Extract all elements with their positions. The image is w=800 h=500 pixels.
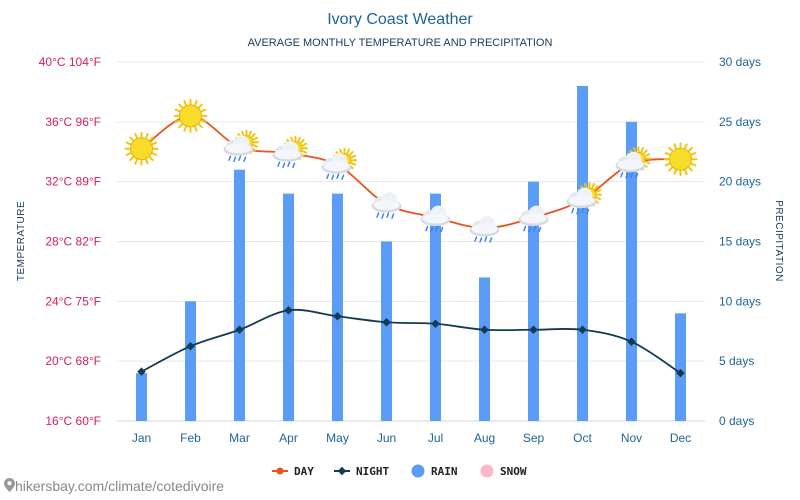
y-right-tick-label: 10 days: [719, 294, 761, 308]
rain-bar: [185, 301, 196, 421]
x-tick-label: Oct: [573, 431, 592, 445]
night-point: [480, 325, 489, 334]
legend-item-night[interactable]: NIGHT: [334, 465, 389, 478]
cloud-rain-icon: [518, 205, 549, 233]
source-text: hikersbay.com/climate/cotedivoire: [15, 478, 225, 494]
y-left-tick-label: 40°C 104°F: [39, 55, 101, 69]
x-axis: Jan Feb Mar Apr May Jun Jul Aug Sep Oct Nov Dec: [132, 431, 691, 445]
night-point: [382, 318, 391, 327]
rain-bar: [381, 241, 392, 421]
rain-bar: [626, 121, 637, 421]
night-point: [578, 325, 587, 334]
legend-label: DAY: [294, 465, 314, 478]
legend-label: RAIN: [431, 465, 458, 478]
night-point: [627, 337, 636, 346]
legend-item-snow[interactable]: SNOW: [480, 464, 527, 479]
y-right-tick-label: 0 days: [719, 414, 754, 428]
rain-bar: [332, 193, 343, 421]
sun-cloud-rain-icon: [566, 182, 602, 215]
y-axis-left: 16°C 60°F 20°C 68°F 24°C 75°F 28°C 82°F 32°C…: [39, 55, 101, 428]
night-point: [676, 368, 685, 378]
chart-subtitle: AVERAGE MONTHLY TEMPERATURE AND PRECIPIT…: [248, 37, 553, 49]
rain-bar: [479, 277, 490, 421]
y-left-tick-label: 28°C 82°F: [45, 235, 101, 249]
cloud-rain-icon: [371, 192, 402, 219]
sun-icon: [173, 98, 208, 133]
y-axis-left-label: TEMPERATURE: [16, 201, 27, 281]
rain-bar: [430, 193, 441, 421]
y-right-tick-label: 5 days: [719, 354, 754, 368]
night-point: [235, 325, 244, 334]
x-tick-label: Aug: [474, 431, 495, 445]
night-point: [137, 367, 146, 376]
y-left-tick-label: 24°C 75°F: [45, 294, 101, 308]
night-point: [186, 341, 195, 351]
y-left-tick-label: 36°C 96°F: [45, 115, 101, 129]
y-right-tick-label: 20 days: [719, 175, 761, 189]
sun-cloud-rain-icon: [272, 135, 308, 168]
temperature-lines: [137, 114, 685, 378]
x-tick-label: Feb: [180, 431, 201, 445]
grid-lines: [117, 61, 705, 422]
rain-bars: [136, 85, 686, 421]
chart-title: Ivory Coast Weather: [327, 11, 473, 28]
map-pin-icon: [4, 478, 15, 492]
legend-label: SNOW: [500, 465, 527, 478]
x-tick-label: Sep: [523, 431, 545, 445]
y-left-tick-label: 20°C 68°F: [45, 354, 101, 368]
x-tick-label: Apr: [279, 431, 298, 445]
sun-cloud-rain-icon: [615, 146, 651, 179]
legend-item-day[interactable]: DAY: [272, 465, 314, 478]
x-tick-label: Jul: [428, 431, 443, 445]
rain-bar: [675, 313, 686, 421]
legend-item-rain[interactable]: RAIN: [411, 464, 458, 479]
y-axis-right-label: PRECIPITATION: [773, 200, 784, 282]
rain-bar: [528, 181, 539, 421]
y-axis-right: 0 days 5 days 10 days 15 days 20 days 25 days…: [719, 55, 761, 428]
rain-bar: [136, 373, 147, 421]
legend: DAY NIGHT RAIN SNOW: [272, 464, 527, 479]
night-line: [141, 308, 681, 374]
cloud-rain-icon: [420, 205, 451, 233]
day-line: [140, 114, 681, 229]
x-tick-label: Jun: [377, 431, 396, 445]
y-right-tick-label: 30 days: [719, 55, 761, 69]
rain-bar: [577, 85, 588, 421]
y-left-tick-label: 32°C 89°F: [45, 175, 101, 189]
cloud-rain-icon: [469, 216, 500, 243]
y-right-tick-label: 25 days: [719, 115, 761, 129]
y-left-tick-label: 16°C 60°F: [45, 414, 101, 428]
x-tick-label: Dec: [670, 431, 691, 445]
source-link[interactable]: hikersbay.com/climate/cotedivoire: [4, 478, 224, 494]
y-right-tick-label: 15 days: [719, 235, 761, 249]
x-tick-label: Mar: [229, 431, 250, 445]
rain-bar: [234, 169, 245, 421]
sun-cloud-rain-icon: [223, 129, 259, 163]
night-point: [333, 312, 342, 321]
sun-cloud-rain-icon: [321, 147, 357, 180]
night-point: [431, 319, 440, 329]
x-tick-label: May: [326, 431, 349, 445]
sun-icon: [124, 131, 159, 166]
x-tick-label: Nov: [621, 431, 642, 445]
sun-icon: [663, 142, 698, 177]
x-tick-label: Jan: [132, 431, 151, 445]
night-point: [529, 325, 538, 334]
legend-label: NIGHT: [356, 465, 389, 478]
night-point: [284, 306, 293, 315]
weather-icons: [124, 98, 698, 243]
